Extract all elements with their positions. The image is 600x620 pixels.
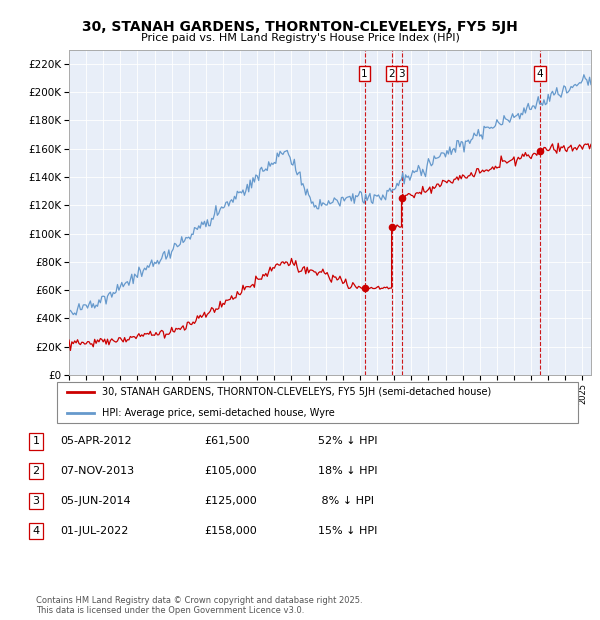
Text: Contains HM Land Registry data © Crown copyright and database right 2025.
This d: Contains HM Land Registry data © Crown c… <box>36 596 362 615</box>
Text: 30, STANAH GARDENS, THORNTON-CLEVELEYS, FY5 5JH: 30, STANAH GARDENS, THORNTON-CLEVELEYS, … <box>82 20 518 34</box>
Text: 05-JUN-2014: 05-JUN-2014 <box>60 496 131 506</box>
Text: £158,000: £158,000 <box>204 526 257 536</box>
Text: 1: 1 <box>361 69 368 79</box>
Point <box>360 283 370 293</box>
Text: 8% ↓ HPI: 8% ↓ HPI <box>318 496 374 506</box>
FancyBboxPatch shape <box>56 382 578 423</box>
Point <box>397 193 406 203</box>
Text: 2: 2 <box>32 466 40 476</box>
Text: 01-JUL-2022: 01-JUL-2022 <box>60 526 128 536</box>
Text: 4: 4 <box>32 526 40 536</box>
Text: £61,500: £61,500 <box>204 436 250 446</box>
Text: 30, STANAH GARDENS, THORNTON-CLEVELEYS, FY5 5JH (semi-detached house): 30, STANAH GARDENS, THORNTON-CLEVELEYS, … <box>101 387 491 397</box>
Text: £125,000: £125,000 <box>204 496 257 506</box>
Text: 3: 3 <box>398 69 405 79</box>
Text: 52% ↓ HPI: 52% ↓ HPI <box>318 436 377 446</box>
Text: 3: 3 <box>32 496 40 506</box>
Point <box>387 221 397 231</box>
Text: 15% ↓ HPI: 15% ↓ HPI <box>318 526 377 536</box>
Text: 2: 2 <box>388 69 395 79</box>
Text: Price paid vs. HM Land Registry's House Price Index (HPI): Price paid vs. HM Land Registry's House … <box>140 33 460 43</box>
Point <box>535 146 544 156</box>
Text: HPI: Average price, semi-detached house, Wyre: HPI: Average price, semi-detached house,… <box>101 407 334 418</box>
Text: 4: 4 <box>536 69 543 79</box>
Text: 1: 1 <box>32 436 40 446</box>
Text: £105,000: £105,000 <box>204 466 257 476</box>
Text: 18% ↓ HPI: 18% ↓ HPI <box>318 466 377 476</box>
Text: 05-APR-2012: 05-APR-2012 <box>60 436 131 446</box>
Text: 07-NOV-2013: 07-NOV-2013 <box>60 466 134 476</box>
